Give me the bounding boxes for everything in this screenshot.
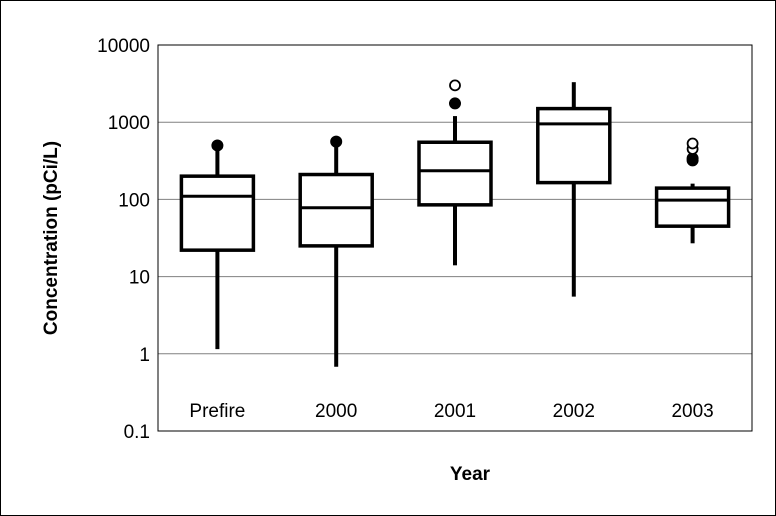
outlier-filled: [330, 135, 343, 148]
box-2001: [417, 79, 493, 266]
y-axis-tick-labels: 0.1 1 10 100 1000 10000: [97, 36, 150, 443]
y-tick-label: 10000: [97, 36, 150, 57]
outlier-open: [449, 79, 461, 92]
plot-area: [157, 44, 753, 432]
box-2000: [298, 135, 374, 367]
category-label: 2003: [671, 401, 713, 422]
outlier-open: [686, 137, 699, 150]
iqr-box: [417, 140, 493, 207]
outlier-filled: [449, 97, 461, 110]
y-axis-title: Concentration (pCi/L): [41, 141, 62, 335]
category-labels: Prefire 2000 2001 2002 2003: [189, 401, 713, 422]
y-tick-label: 10: [129, 268, 150, 289]
iqr-box: [179, 174, 256, 252]
category-label: 2001: [434, 401, 476, 422]
y-tick-label: 1000: [108, 113, 150, 134]
boxes: [179, 79, 731, 367]
category-label: 2002: [553, 401, 595, 422]
box-2003: [654, 137, 731, 244]
x-axis-title: Year: [450, 464, 491, 485]
box-2002: [536, 82, 612, 297]
y-tick-label: 0.1: [124, 422, 150, 443]
y-tick-label: 100: [118, 190, 150, 211]
iqr-box: [298, 172, 374, 248]
iqr-box: [654, 186, 731, 228]
iqr-box: [536, 106, 612, 185]
category-label: 2000: [315, 401, 357, 422]
y-tick-label: 1: [139, 345, 150, 366]
box-Prefire: [179, 139, 256, 350]
outlier-filled: [211, 139, 224, 152]
category-label: Prefire: [189, 401, 245, 422]
